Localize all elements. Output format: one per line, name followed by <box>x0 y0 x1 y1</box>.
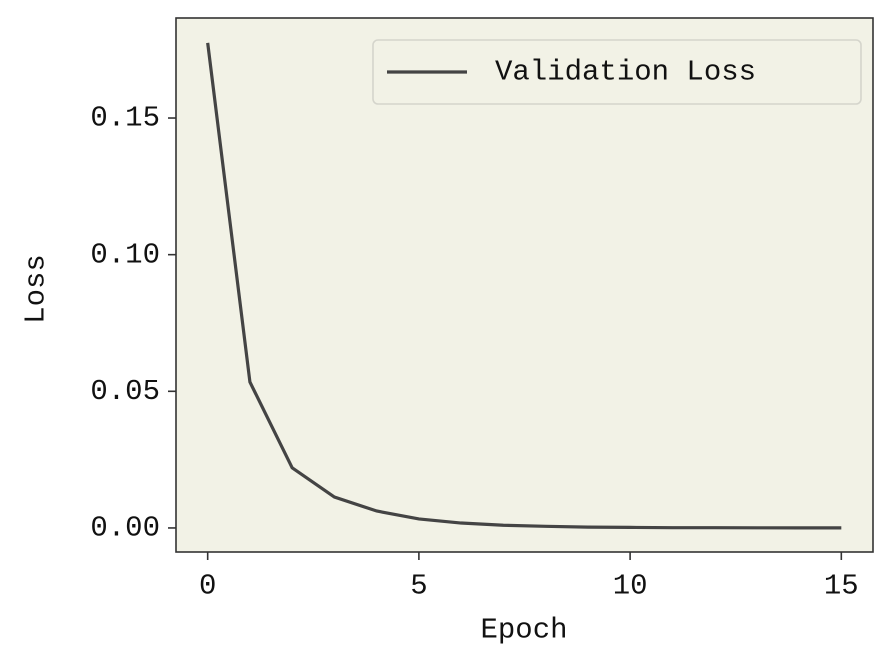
y-tick-label: 0.00 <box>90 512 160 545</box>
y-axis-label: Loss <box>20 254 53 324</box>
y-tick-label: 0.15 <box>90 102 160 135</box>
legend-label: Validation Loss <box>495 56 756 89</box>
x-tick-label: 5 <box>410 570 427 603</box>
x-tick-label: 10 <box>613 570 648 603</box>
plot-area <box>175 17 874 553</box>
x-axis-label: Epoch <box>480 614 567 647</box>
x-tick-label: 0 <box>199 570 216 603</box>
x-tick-label: 15 <box>824 570 859 603</box>
y-tick-label: 0.10 <box>90 238 160 271</box>
line-series <box>206 42 842 530</box>
legend-box <box>372 39 862 105</box>
y-tick-label: 0.05 <box>90 375 160 408</box>
